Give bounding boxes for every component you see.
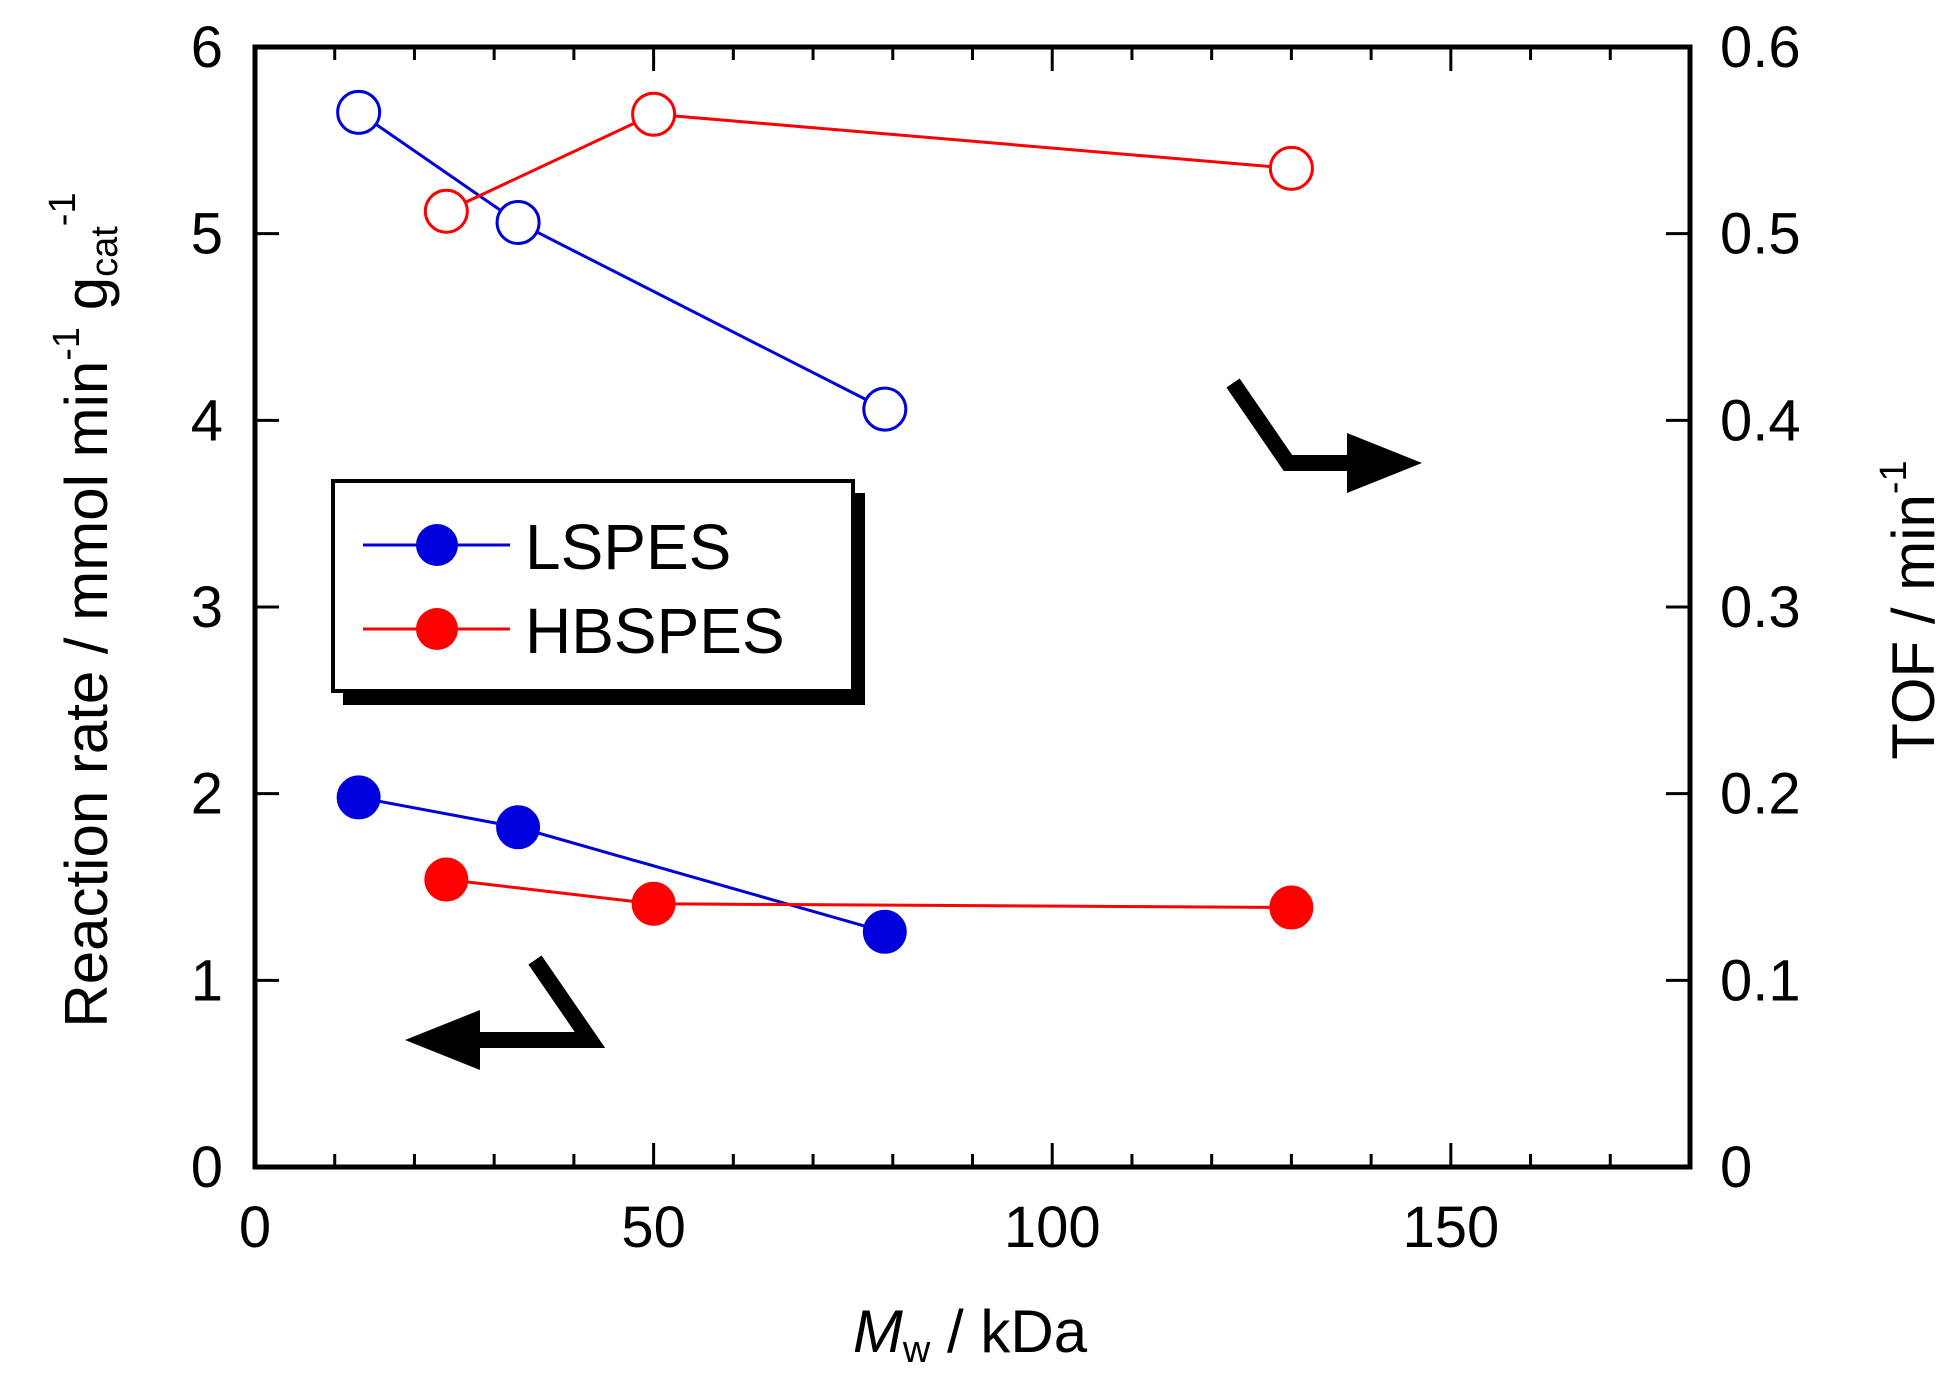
y-right-tick-label: 0.3: [1720, 575, 1801, 640]
y-left-tick-label: 2: [191, 762, 223, 827]
y-left-tick-label: 5: [191, 202, 223, 267]
right-axis-arrow: [1226, 378, 1422, 493]
x-axis-title: Mw / kDa: [853, 1298, 1088, 1371]
hbspes-left-point: [1269, 885, 1314, 930]
hbspes-right-point: [631, 91, 677, 137]
lspes-right-point: [336, 89, 382, 135]
legend-box: [331, 479, 855, 693]
lspes-right-point: [862, 386, 908, 432]
series-layer: [336, 89, 1314, 954]
y-right-tick-label: 0.1: [1720, 948, 1801, 1013]
left-axis-arrow: [405, 955, 606, 1070]
hbspes-right-point: [1268, 145, 1314, 191]
tick-labels: 0 50 100 150 0 1 2 3 4 5 6 0 0.1 0.2 0.3 0.4 0.5 0.6: [191, 15, 1801, 1260]
y-right-tick-label: 0.2: [1720, 762, 1801, 827]
legend-marker-hbspes: [416, 608, 458, 650]
plot-frame: [252, 44, 1693, 1170]
lspes-right-point: [495, 199, 541, 245]
lspes-left-point: [336, 775, 381, 820]
hbspes-left-point: [631, 881, 676, 926]
y-left-tick-label: 6: [191, 15, 223, 80]
x-tick-label: 100: [1004, 1195, 1101, 1260]
y-left-tick-label: 1: [191, 948, 223, 1013]
x-tick-label: 50: [621, 1195, 686, 1260]
y-right-tick-label: 0.5: [1720, 202, 1801, 267]
y-right-tick-label: 0.4: [1720, 388, 1801, 453]
legend-label-hbspes: HBSPES: [525, 595, 785, 667]
hbspes-left-line: [446, 878, 1292, 910]
lspes-left-point: [496, 805, 541, 850]
y-left-tick-label: 0: [191, 1135, 223, 1200]
y-right-axis-title: TOF / min-1: [1873, 460, 1947, 759]
y-left-tick-label: 4: [191, 388, 223, 453]
legend: LSPES HBSPES: [331, 479, 865, 705]
y-left-axis-title: Reaction rate / mmol min-1 gcat-1: [42, 192, 126, 1027]
hbspes-right-line: [445, 112, 1292, 213]
legend-marker-lspes: [416, 524, 458, 566]
hbspes-left-point: [424, 857, 469, 902]
lspes-left-point: [862, 909, 907, 954]
y-right-tick-label: 0.6: [1720, 15, 1801, 80]
x-tick-label: 150: [1402, 1195, 1499, 1260]
legend-label-lspes: LSPES: [525, 511, 731, 583]
x-tick-label: 0: [239, 1195, 271, 1260]
y-left-tick-label: 3: [191, 575, 223, 640]
hbspes-right-point: [423, 188, 469, 234]
y-right-tick-label: 0: [1720, 1135, 1752, 1200]
lspes-right-line: [357, 111, 886, 411]
